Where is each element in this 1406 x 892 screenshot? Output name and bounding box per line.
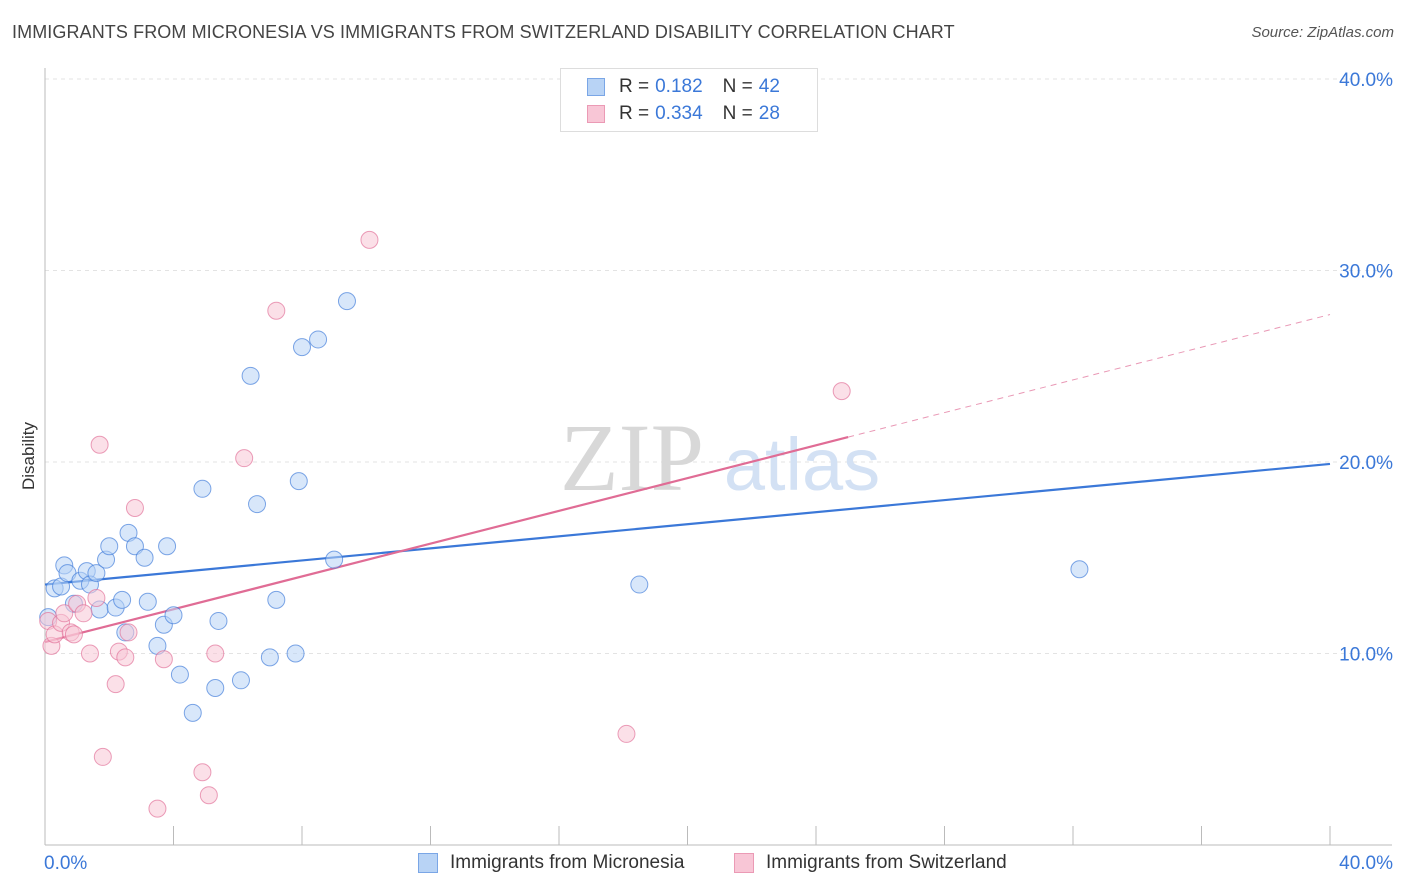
trend-line-switzerland: [44, 436, 849, 644]
point-switzerland: [235, 449, 254, 468]
point-switzerland: [93, 747, 112, 766]
y-tick-label: 30.0%: [1339, 262, 1393, 283]
legend-r-label: R =: [619, 76, 650, 97]
point-micronesia: [231, 671, 250, 690]
point-micronesia: [293, 338, 311, 357]
legend-r-value: 0.182: [655, 76, 703, 97]
watermark-zip: ZIP: [560, 404, 704, 511]
point-switzerland: [206, 644, 225, 663]
point-switzerland: [617, 724, 636, 743]
trend-line-switzerland-extension: [848, 314, 1331, 438]
trend-lines: [44, 314, 1331, 644]
legend-swatch-switzerland: [587, 105, 605, 123]
y-axis-label: Disability: [19, 421, 38, 490]
legend-label-micronesia: Immigrants from Micronesia: [450, 852, 685, 873]
point-switzerland: [55, 604, 74, 623]
point-micronesia: [158, 537, 177, 556]
y-tick-label: 10.0%: [1339, 645, 1393, 666]
legend-swatch-switzerland: [734, 853, 754, 873]
point-micronesia: [209, 611, 228, 630]
point-switzerland: [199, 786, 218, 805]
point-micronesia: [183, 703, 202, 722]
point-micronesia: [337, 292, 356, 311]
correlation-legend: R = 0.182 N = 42 R = 0.334 N = 28: [560, 68, 818, 132]
legend-item-switzerland: Immigrants from Switzerland: [734, 852, 1007, 874]
point-micronesia: [135, 548, 154, 567]
point-switzerland: [64, 625, 83, 644]
point-switzerland: [106, 675, 125, 694]
legend-n-label: N =: [722, 103, 753, 124]
point-switzerland: [119, 623, 138, 642]
point-micronesia: [630, 575, 649, 594]
point-micronesia: [87, 564, 106, 583]
point-switzerland: [80, 644, 99, 663]
legend-item-micronesia: Immigrants from Micronesia: [418, 852, 684, 874]
point-micronesia: [241, 366, 260, 385]
data-points: [39, 230, 1089, 818]
point-switzerland: [193, 763, 212, 782]
point-switzerland: [87, 588, 106, 607]
point-micronesia: [289, 472, 308, 491]
legend-swatch-micronesia: [418, 853, 438, 873]
legend-row-micronesia: R = 0.182 N = 42: [587, 75, 780, 99]
legend-label-switzerland: Immigrants from Switzerland: [766, 852, 1007, 873]
trend-line-micronesia: [44, 462, 1331, 586]
y-tick-label: 20.0%: [1339, 453, 1393, 474]
point-micronesia: [113, 590, 132, 609]
legend-n-label: N =: [722, 76, 753, 97]
point-switzerland: [832, 382, 851, 401]
point-micronesia: [325, 550, 344, 569]
point-micronesia: [248, 495, 267, 514]
legend-swatch-micronesia: [587, 78, 605, 96]
legend-r-label: R =: [619, 103, 650, 124]
point-switzerland: [360, 230, 379, 249]
chart-title: IMMIGRANTS FROM MICRONESIA VS IMMIGRANTS…: [12, 22, 955, 42]
legend-n-value: 28: [758, 103, 780, 124]
point-micronesia: [1070, 560, 1089, 579]
point-switzerland: [154, 650, 173, 669]
legend-r-value: 0.334: [655, 103, 703, 124]
source-label: Source: ZipAtlas.com: [1251, 24, 1394, 41]
gridlines: [45, 78, 1392, 654]
point-micronesia: [164, 606, 183, 625]
point-micronesia: [286, 644, 305, 663]
x-tick-label: 40.0%: [1339, 853, 1393, 874]
point-switzerland: [90, 435, 109, 454]
point-micronesia: [267, 590, 286, 609]
point-micronesia: [125, 537, 144, 556]
point-switzerland: [148, 799, 167, 818]
axes: [44, 68, 1392, 846]
point-micronesia: [138, 592, 157, 611]
watermark: ZIP atlas: [560, 404, 880, 511]
point-switzerland: [267, 301, 286, 320]
point-micronesia: [260, 648, 279, 667]
series-legend: Immigrants from Micronesia Immigrants fr…: [0, 852, 1406, 878]
y-tick-label: 40.0%: [1339, 70, 1393, 91]
tick-labels: 10.0% 20.0% 30.0% 40.0% 0.0% 40.0%: [44, 70, 1393, 874]
legend-n-value: 42: [758, 76, 780, 97]
point-micronesia: [170, 665, 189, 684]
point-switzerland: [125, 498, 144, 517]
x-tick-label: 0.0%: [44, 853, 87, 874]
point-micronesia: [193, 479, 212, 498]
point-switzerland: [116, 648, 135, 667]
point-micronesia: [100, 537, 119, 556]
point-switzerland: [74, 604, 93, 623]
point-micronesia: [309, 330, 328, 349]
legend-row-switzerland: R = 0.334 N = 28: [587, 102, 780, 126]
point-micronesia: [206, 678, 225, 697]
watermark-atlas: atlas: [724, 423, 880, 506]
